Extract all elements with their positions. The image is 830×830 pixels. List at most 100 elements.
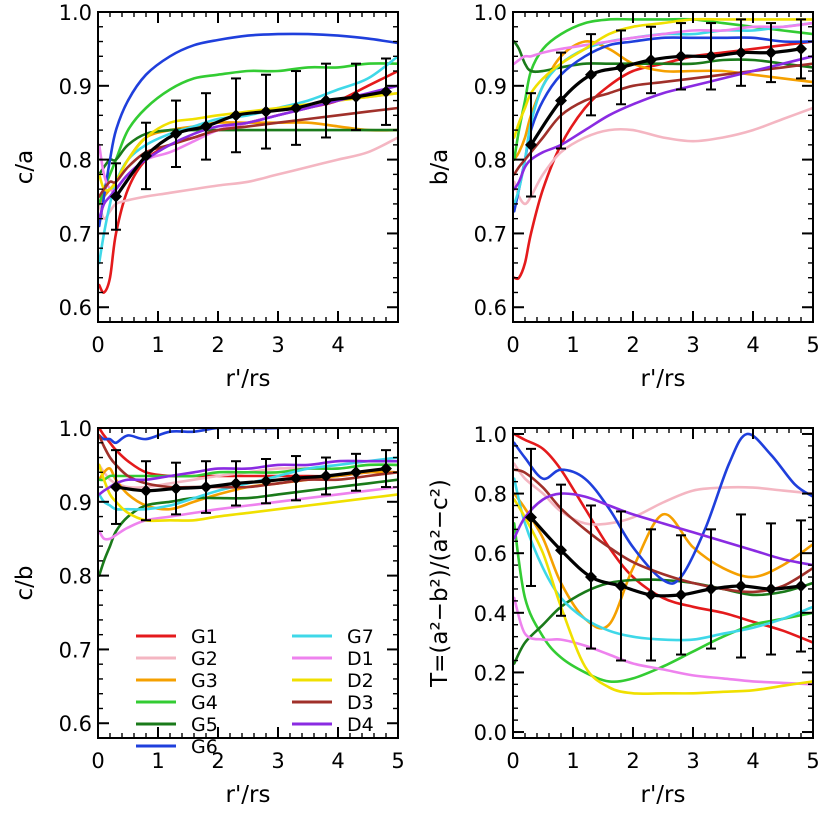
- y-tick-label: 0.7: [59, 222, 92, 246]
- series-line-d3: [98, 106, 398, 198]
- series-line-g5: [513, 40, 813, 74]
- mean-marker: [230, 477, 242, 490]
- x-tick-label: 2: [626, 749, 639, 773]
- mean-marker: [380, 462, 392, 475]
- y-tick-label: 0.8: [59, 565, 92, 589]
- mean-marker: [260, 475, 272, 488]
- mean-marker: [705, 582, 717, 595]
- legend-label-g2: G2: [191, 648, 218, 670]
- series-line-g4: [98, 62, 398, 206]
- mean-marker: [200, 120, 212, 133]
- series-line-d1: [513, 596, 813, 686]
- y-tick-label: 0.7: [59, 638, 92, 662]
- series-line-d4: [513, 55, 813, 191]
- series-line-g2: [513, 106, 813, 206]
- y-tick-label: 0.9: [474, 75, 507, 99]
- y-tick-label: 0.9: [59, 491, 92, 515]
- series-line-g3: [513, 492, 813, 630]
- mean-marker: [260, 105, 272, 118]
- y-tick-label: 0.0: [474, 721, 507, 745]
- series-line-g5: [513, 578, 813, 665]
- mean-marker: [675, 50, 687, 63]
- series-line-g2: [98, 136, 398, 221]
- panel-ca: 0 1 2 3 4 0.6 0.7 0.8 0.9 1.0 r'/rs c/a: [12, 1, 399, 392]
- mean-marker: [350, 90, 362, 103]
- y-tick-label: 0.2: [474, 661, 507, 685]
- series-line-g6: [513, 432, 813, 585]
- legend-label-g1: G1: [191, 626, 218, 648]
- series-group: [98, 32, 398, 294]
- panel-cb: 0 1 2 3 4 50.60.70.80.91.0r'/rsc/bG1G2G3G4G5G…: [12, 417, 405, 808]
- mean-marker: [765, 582, 777, 595]
- y-tick-label: 0.7: [474, 222, 507, 246]
- series-line-g6: [98, 428, 398, 445]
- x-tick-label: 0: [506, 749, 519, 773]
- mean-marker: [170, 482, 182, 495]
- mean-marker: [320, 469, 332, 482]
- series-line-g4: [513, 522, 813, 684]
- mean-marker: [615, 579, 627, 592]
- x-axis-title: r'/rs: [226, 366, 271, 392]
- x-tick-label: 4: [331, 749, 344, 773]
- x-tick-label: 5: [806, 333, 819, 357]
- legend-label-d2: D2: [347, 670, 374, 692]
- y-axis-title: b/a: [427, 149, 453, 185]
- series-line-g7: [98, 456, 398, 511]
- y-tick-label: 0.6: [474, 296, 507, 320]
- mean-marker: [585, 68, 597, 81]
- series-line-g6: [98, 32, 398, 228]
- mean-marker: [380, 85, 392, 98]
- mean-marker: [320, 94, 332, 107]
- y-tick-label: 1.0: [59, 417, 92, 441]
- mean-marker: [585, 571, 597, 584]
- series-group: [513, 432, 813, 696]
- mean-marker: [230, 109, 242, 122]
- x-tick-label: 5: [806, 749, 819, 773]
- x-tick-label: 4: [746, 333, 759, 357]
- y-axis-title: c/a: [12, 150, 38, 185]
- x-tick-label: 0: [506, 333, 519, 357]
- mean-marker: [525, 138, 537, 151]
- series-line-d2: [98, 91, 398, 192]
- x-tick-label: 0: [91, 749, 104, 773]
- series-line-d4: [513, 492, 813, 567]
- mean-marker: [675, 588, 687, 601]
- x-tick-label: 5: [391, 749, 404, 773]
- plot-frame: [97, 11, 399, 323]
- x-tick-label: 3: [271, 333, 284, 357]
- x-axis-title: r'/rs: [641, 782, 686, 808]
- series-line-g4: [513, 17, 813, 161]
- series-line-d1: [98, 91, 398, 193]
- legend-label-d1: D1: [347, 648, 374, 670]
- series-line-d3: [513, 468, 813, 594]
- panel-ba: 0 1 2 3 4 5 0.6 0.7 0.8 0.9 1.0 r'/rs b/a: [427, 1, 820, 392]
- x-tick-label: 0: [91, 333, 104, 357]
- series-line-d3: [513, 62, 813, 176]
- y-tick-label: 0.8: [59, 149, 92, 173]
- y-tick-label: 0.6: [59, 296, 92, 320]
- mean-marker: [290, 101, 302, 114]
- y-tick-label: 1.0: [59, 1, 92, 25]
- mean-marker: [170, 127, 182, 140]
- y-tick-label: 0.4: [474, 602, 507, 626]
- plot-frame: [512, 427, 814, 739]
- legend-label-g4: G4: [191, 692, 218, 714]
- plot-frame: [97, 427, 399, 739]
- mean-marker: [110, 481, 122, 494]
- x-tick-label: 3: [271, 749, 284, 773]
- mean-marker: [350, 466, 362, 479]
- series-line-g2: [513, 462, 813, 526]
- series-group: [98, 428, 398, 577]
- series-line-d2: [513, 498, 813, 696]
- x-tick-label: 1: [566, 749, 579, 773]
- series-line-d1: [98, 485, 398, 541]
- mean-marker: [140, 149, 152, 162]
- series-group: [513, 17, 813, 281]
- mean-marker: [765, 46, 777, 59]
- x-tick-label: 3: [686, 333, 699, 357]
- y-tick-label: 0.6: [59, 712, 92, 736]
- x-tick-label: 1: [151, 333, 164, 357]
- mean-marker: [735, 579, 747, 592]
